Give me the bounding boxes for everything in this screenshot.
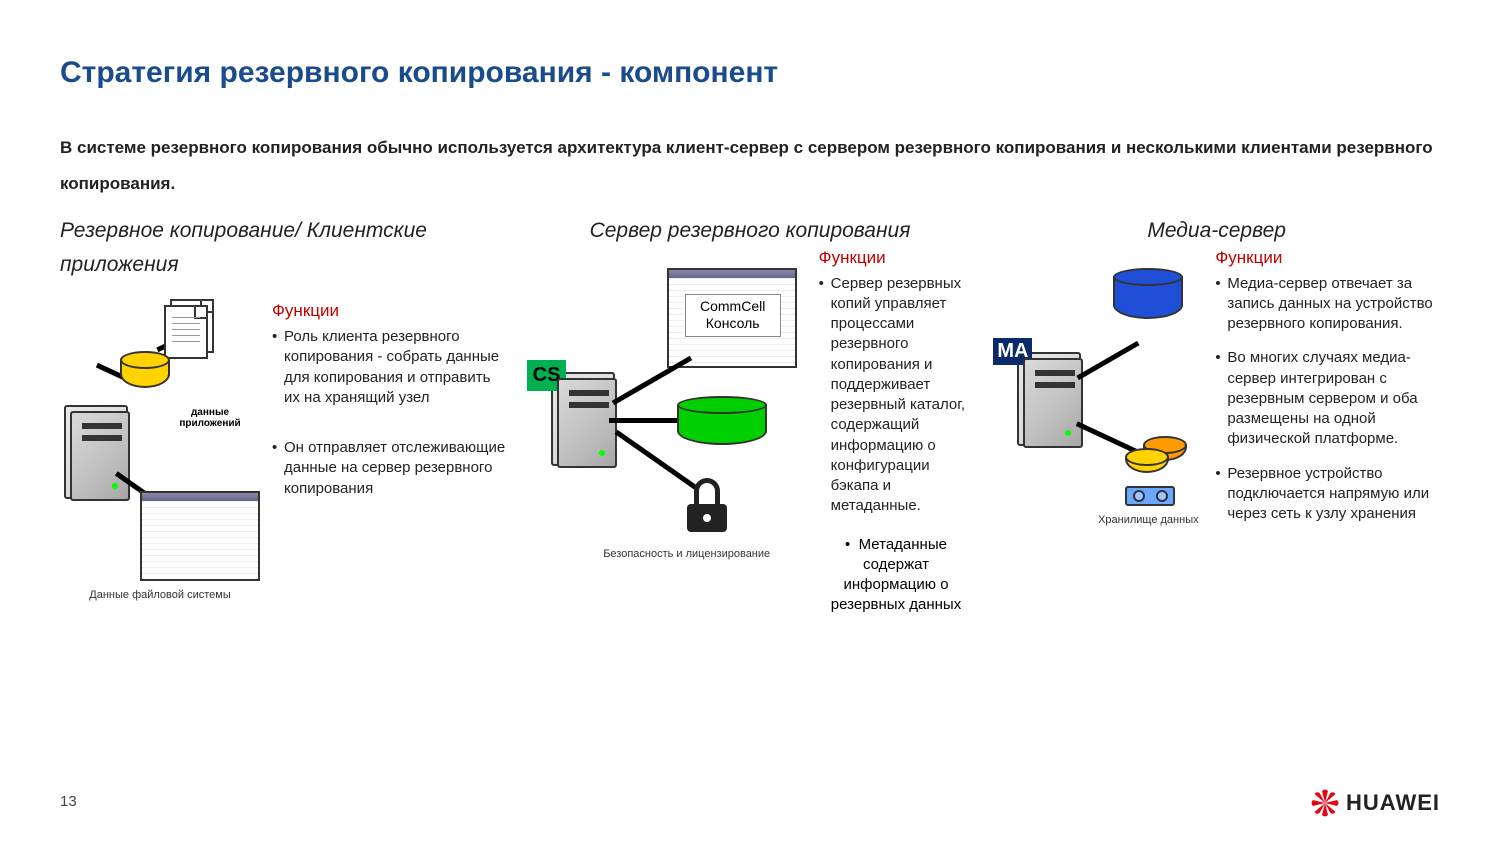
col2-funcs: Функции Сервер резервных копий управляет…	[819, 248, 974, 616]
func-bullet: Резервное устройство подключается напрям…	[1215, 464, 1440, 525]
page-number: 13	[60, 793, 77, 810]
funcs-header: Функции	[272, 301, 507, 321]
func-bullet: Роль клиента резервного копирования - со…	[272, 327, 507, 408]
database-icon	[120, 351, 170, 388]
sub-bullet: • Метаданные содержат информацию о резер…	[819, 535, 974, 616]
server-icon	[70, 411, 130, 501]
slide-subtitle: В системе резервного копирования обычно …	[60, 130, 1440, 201]
lock-icon	[687, 478, 727, 528]
func-bullet: Во многих случаях медиа-сервер интегриро…	[1215, 348, 1440, 449]
security-caption: Безопасность и лицензирование	[587, 548, 787, 560]
funcs-header: Функции	[819, 248, 974, 268]
col1-body: данные приложений Данные файловой систем…	[60, 291, 507, 621]
cache-db-icon	[1113, 268, 1183, 319]
col3-funcs: Функции Медиа-сервер отвечает за запись …	[1215, 248, 1440, 608]
col3-diagram: Кэш MA	[993, 278, 1203, 608]
filesystem-window-icon	[140, 491, 260, 581]
col3-body: Кэш MA	[993, 278, 1440, 608]
metadata-db-icon	[677, 396, 767, 445]
col-backup-client: Резервное копирование/ Клиентские прилож…	[60, 214, 507, 621]
tape-drive-icon	[1125, 486, 1175, 506]
brand: HUAWEI	[1310, 788, 1440, 818]
col-media-server: Медиа-сервер Кэш MA	[993, 214, 1440, 621]
commcell-label: CommCell Консоль	[685, 294, 781, 337]
col3-title: Медиа-сервер	[993, 214, 1440, 248]
funcs-header: Функции	[1215, 248, 1440, 268]
document-icon	[164, 305, 208, 359]
col1-diagram: данные приложений Данные файловой систем…	[60, 291, 260, 621]
func-bullet: Медиа-сервер отвечает за запись данных н…	[1215, 274, 1440, 335]
fs-caption: Данные файловой системы	[70, 589, 250, 601]
col2-title: Сервер резервного копирования	[527, 214, 974, 248]
slide-title: Стратегия резервного копирования - компо…	[60, 56, 778, 90]
col1-funcs: Функции Роль клиента резервного копирова…	[272, 301, 507, 621]
columns: Резервное копирование/ Клиентские прилож…	[60, 214, 1440, 621]
brand-text: HUAWEI	[1346, 790, 1440, 816]
col-backup-server: Сервер резервного копирования CommCell К…	[527, 214, 974, 621]
storage-disk-icon	[1125, 448, 1169, 473]
col1-title: Резервное копирование/ Клиентские прилож…	[60, 214, 507, 281]
func-bullet: Сервер резервных копий управляет процесс…	[819, 274, 974, 517]
server-icon	[1023, 358, 1083, 448]
func-bullet: Он отправляет отслеживающие данные на се…	[272, 438, 507, 499]
col2-diagram: CommCell Консоль CS Метаданные	[527, 278, 807, 608]
server-icon	[557, 378, 617, 468]
app-data-label: данные приложений	[170, 407, 250, 429]
storage-caption: Хранилище данных	[1083, 514, 1213, 526]
huawei-logo-icon	[1310, 788, 1340, 818]
col2-body: CommCell Консоль CS Метаданные	[527, 278, 974, 616]
